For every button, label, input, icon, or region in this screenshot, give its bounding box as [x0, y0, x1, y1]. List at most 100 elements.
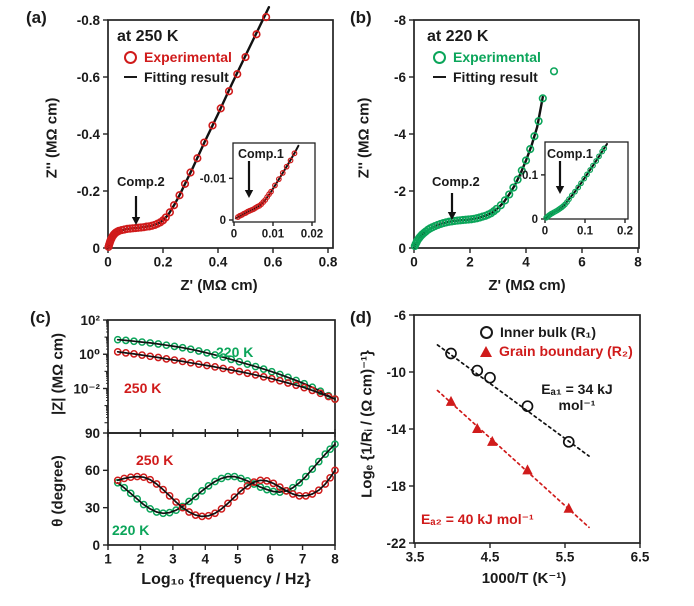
data-point: [208, 121, 217, 130]
data-point: [272, 182, 278, 189]
tick-label: -22: [386, 536, 406, 551]
data-point: [198, 487, 206, 495]
data-point: [224, 87, 234, 96]
tick-label: 30: [85, 501, 100, 516]
data-point: [562, 435, 575, 448]
fitting-line-icon: [124, 75, 137, 79]
data-point: [331, 440, 339, 449]
tick-label: 10²: [80, 313, 100, 328]
panel-b-plot: 0 2 4 6 8 0 -2 -4 -6 -8: [394, 13, 642, 270]
panel-b-title: at 220 K: [427, 28, 489, 45]
data-point: [113, 476, 122, 485]
data-point: [282, 487, 291, 495]
tick-label: 2: [466, 255, 474, 270]
tick-label: -2: [394, 184, 406, 199]
panel-c-bottom-plot: 1 2 3 4 5 6 7 8 0 30 60 90: [85, 426, 339, 567]
data-point: [191, 492, 200, 501]
data-point: [300, 383, 309, 392]
data-point: [237, 474, 245, 483]
data-point: [120, 483, 129, 492]
data-point: [159, 485, 167, 494]
data-point: [484, 371, 496, 384]
data-point: [172, 498, 180, 506]
tick-label: 1: [104, 552, 112, 567]
data-point: [587, 167, 594, 173]
data-point: [193, 154, 202, 163]
inner-bulk-circle-marker-icon: [480, 325, 493, 339]
data-point: [259, 365, 268, 373]
legend-label: Experimental: [144, 49, 232, 65]
data-point: [509, 183, 518, 192]
data-point: [262, 13, 271, 22]
data-point: [575, 184, 582, 191]
legend-label: Experimental: [453, 49, 541, 65]
data-point: [152, 480, 161, 488]
data-point: [326, 445, 334, 454]
tick-label: 0.2: [617, 226, 633, 238]
tick-label: 0: [104, 255, 112, 270]
panel-b-legend-fitting: Fitting result: [433, 69, 538, 85]
data-point: [241, 52, 250, 62]
panel-a-comp2-annotation: Comp.2: [117, 174, 165, 189]
panel-d-y-axis-label: Logₑ {1/Rᵢ / (Ω cm)⁻¹}: [358, 350, 376, 498]
data-point: [146, 505, 155, 513]
plot-frame: [107, 432, 336, 546]
data-point: [169, 201, 179, 210]
panel-a-inset-plot: 0 0.01 0.02 0 -0.01: [200, 142, 323, 241]
tick-label: -8: [394, 13, 406, 28]
data-point: [461, 215, 470, 224]
panel-c-x-axis-label: Log₁₀ {frequency / Hz}: [141, 571, 311, 588]
tick-label: 8: [331, 552, 339, 567]
data-point: [549, 67, 559, 76]
data-point: [584, 171, 590, 178]
data-point: [601, 145, 608, 152]
data-point: [578, 180, 584, 187]
tick-label: 60: [85, 463, 100, 478]
data-point: [456, 216, 465, 225]
panel-d-ea2-annotation: Eₐ₂ = 40 kJ mol⁻¹: [421, 511, 534, 527]
tick-label: 0: [542, 226, 548, 238]
panel-c-bottom-250K-label: 250 K: [136, 452, 174, 468]
tick-label: 4: [202, 552, 210, 567]
data-point: [133, 495, 142, 503]
tick-label: -0.1: [518, 170, 538, 182]
tick-label: 0: [532, 214, 538, 226]
tick-label: -0.8: [77, 13, 101, 28]
tick-label: 5.5: [556, 550, 575, 565]
panel-d-ea1-annotation: Eₐ₁ = 34 kJ mol⁻¹: [541, 381, 613, 414]
tick-label: 0.1: [577, 226, 594, 238]
data-point: [211, 509, 219, 518]
data-point: [233, 70, 242, 79]
data-point: [314, 457, 323, 466]
data-point: [267, 367, 276, 376]
tick-label: -0.2: [77, 184, 100, 199]
data-point: [243, 482, 252, 490]
tick-label: -18: [386, 479, 406, 494]
tick-label: 6: [578, 255, 586, 270]
data-point: [251, 362, 260, 371]
data-point: [252, 30, 261, 39]
legend-label: Inner bulk (R₁): [500, 324, 597, 340]
data-point: [288, 490, 297, 498]
panel-a-comp1-arrow-head: [244, 190, 254, 198]
grain-boundary-triangle-marker-icon: [480, 345, 492, 357]
data-point: [308, 386, 317, 395]
panel-c-phase-axis-label: θ (degree): [49, 455, 67, 527]
data-point: [563, 502, 574, 513]
data-point: [316, 389, 325, 398]
plot-frame: [232, 142, 316, 223]
data-point: [186, 168, 195, 177]
tick-label: -0.01: [200, 173, 227, 185]
data-point: [204, 482, 213, 490]
panel-a-legend-experimental: Experimental: [124, 49, 232, 65]
tick-label: 6: [266, 552, 274, 567]
panel-b-x-axis-label: Z' (MΩ cm): [488, 277, 566, 294]
tick-label: -6: [394, 308, 406, 323]
Grain boundary fit-line: [436, 389, 590, 529]
data-point: [505, 190, 514, 199]
panel-b-comp2-arrow-head: [447, 212, 457, 220]
tick-label: 7: [299, 552, 307, 567]
data-point: [268, 188, 274, 195]
data-point: [217, 505, 226, 513]
